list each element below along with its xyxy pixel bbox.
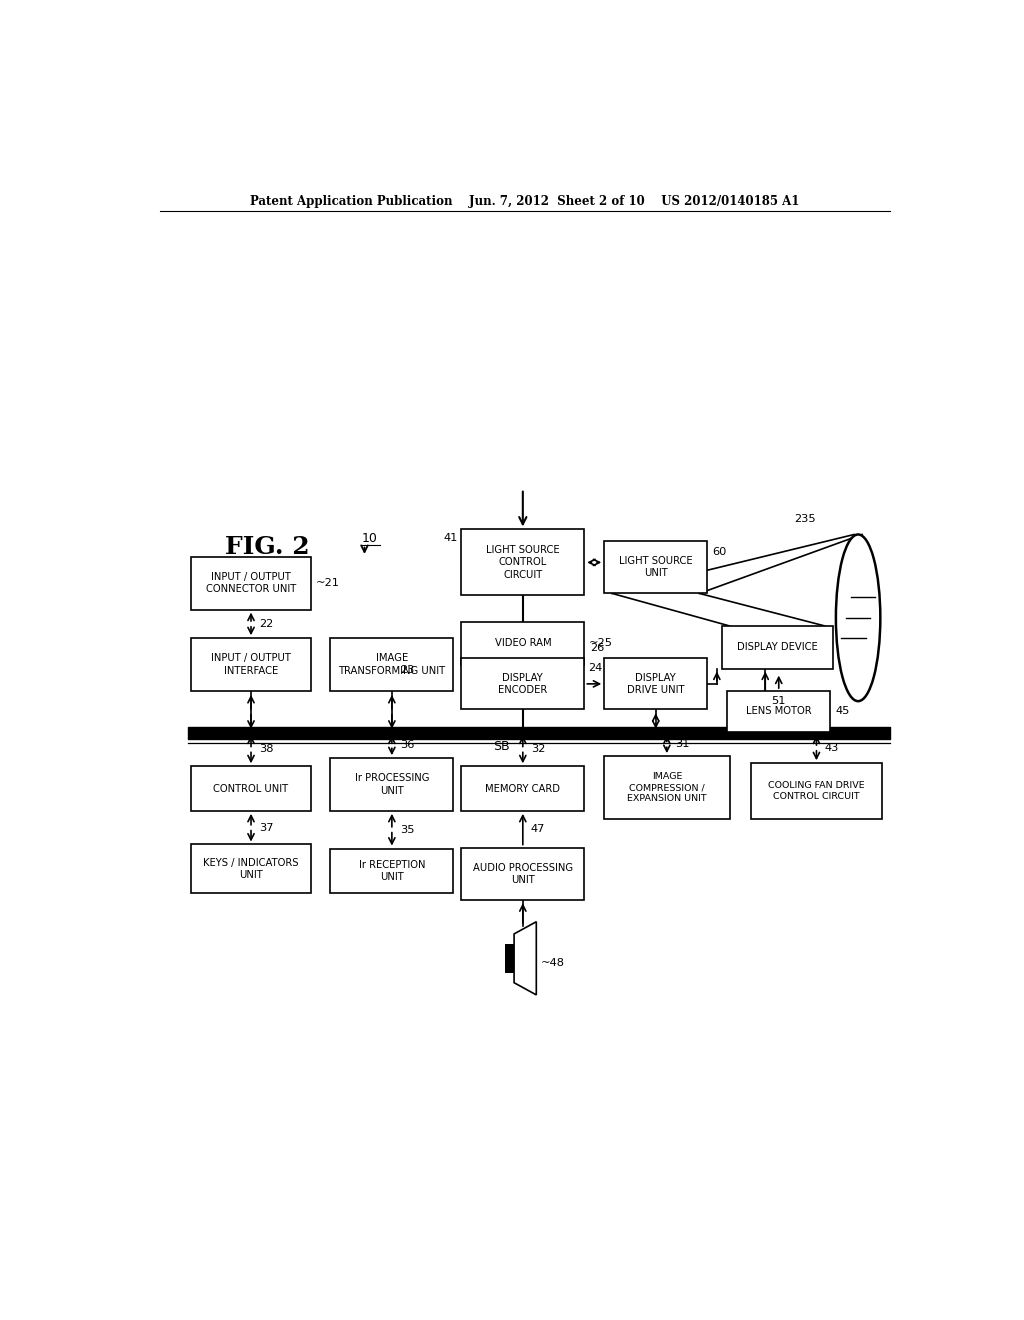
Text: 31: 31 (675, 739, 689, 750)
Text: 38: 38 (259, 744, 273, 755)
Text: 10: 10 (362, 532, 378, 545)
Text: Ir PROCESSING
UNIT: Ir PROCESSING UNIT (354, 774, 429, 796)
Text: 24: 24 (588, 663, 602, 672)
Text: FIG. 2: FIG. 2 (224, 535, 309, 558)
Text: 35: 35 (399, 825, 415, 834)
Bar (461, 847, 585, 900)
Bar (331, 638, 454, 690)
Bar (461, 659, 585, 709)
Bar (191, 638, 310, 690)
Text: IMAGE
COMPRESSION /
EXPANSION UNIT: IMAGE COMPRESSION / EXPANSION UNIT (627, 772, 707, 803)
Bar (727, 690, 830, 731)
Text: 43: 43 (824, 743, 839, 752)
Text: 37: 37 (259, 822, 273, 833)
Text: 47: 47 (530, 824, 545, 834)
Bar (604, 659, 708, 709)
Text: ~25: ~25 (589, 639, 613, 648)
Text: AUDIO PROCESSING
UNIT: AUDIO PROCESSING UNIT (473, 863, 572, 886)
Bar (722, 626, 833, 669)
Text: 60: 60 (712, 546, 726, 557)
Ellipse shape (836, 535, 881, 701)
Text: 22: 22 (259, 619, 273, 628)
Text: IMAGE
TRANSFORMING UNIT: IMAGE TRANSFORMING UNIT (338, 653, 445, 676)
Bar (191, 557, 310, 610)
Text: 32: 32 (530, 744, 545, 755)
Text: ~21: ~21 (315, 578, 339, 589)
Bar (751, 763, 882, 818)
Text: CONTROL UNIT: CONTROL UNIT (213, 784, 289, 793)
Text: MEMORY CARD: MEMORY CARD (485, 784, 560, 793)
Text: DISPLAY DEVICE: DISPLAY DEVICE (737, 643, 817, 652)
Text: Ir RECEPTION
UNIT: Ir RECEPTION UNIT (358, 859, 425, 882)
Text: 51: 51 (772, 696, 786, 706)
Bar (604, 541, 708, 594)
Text: SB: SB (494, 739, 510, 752)
Bar (461, 766, 585, 810)
Text: INPUT / OUTPUT
CONNECTOR UNIT: INPUT / OUTPUT CONNECTOR UNIT (206, 572, 296, 594)
Text: LIGHT SOURCE
UNIT: LIGHT SOURCE UNIT (618, 556, 692, 578)
Text: INPUT / OUTPUT
INTERFACE: INPUT / OUTPUT INTERFACE (211, 653, 291, 676)
Bar (506, 944, 514, 973)
Text: LENS MOTOR: LENS MOTOR (745, 706, 812, 717)
Text: LIGHT SOURCE
CONTROL
CIRCUIT: LIGHT SOURCE CONTROL CIRCUIT (486, 545, 560, 579)
Text: 41: 41 (443, 533, 458, 544)
Text: 23: 23 (399, 665, 414, 675)
Bar (331, 758, 454, 810)
Bar (191, 845, 310, 894)
Text: 235: 235 (795, 515, 816, 524)
Text: VIDEO RAM: VIDEO RAM (495, 639, 551, 648)
Text: DISPLAY
ENCODER: DISPLAY ENCODER (499, 673, 548, 696)
Text: DISPLAY
DRIVE UNIT: DISPLAY DRIVE UNIT (627, 673, 684, 696)
Text: 26: 26 (590, 643, 604, 653)
Bar (461, 529, 585, 595)
Text: KEYS / INDICATORS
UNIT: KEYS / INDICATORS UNIT (203, 858, 299, 880)
Bar (191, 766, 310, 810)
Bar (604, 756, 729, 818)
Bar (461, 622, 585, 664)
Polygon shape (514, 921, 537, 995)
Text: COOLING FAN DRIVE
CONTROL CIRCUIT: COOLING FAN DRIVE CONTROL CIRCUIT (768, 781, 864, 801)
Text: ~48: ~48 (541, 958, 564, 969)
Text: Patent Application Publication    Jun. 7, 2012  Sheet 2 of 10    US 2012/0140185: Patent Application Publication Jun. 7, 2… (250, 194, 800, 207)
Text: 45: 45 (836, 706, 850, 717)
Bar (331, 849, 454, 894)
Text: 36: 36 (399, 741, 414, 750)
